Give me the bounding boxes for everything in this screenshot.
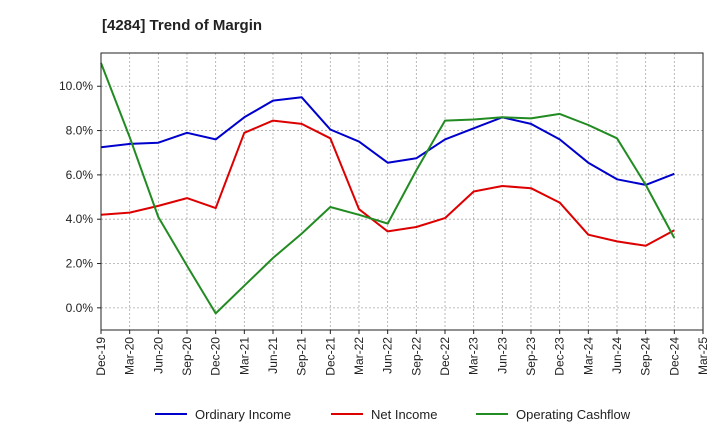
x-tick-label: Mar-21 (237, 337, 251, 375)
x-tick-label: Mar-24 (581, 337, 595, 375)
y-tick-label: 0.0% (66, 301, 94, 315)
x-tick-label: Dec-21 (323, 337, 337, 376)
x-tick-label: Jun-24 (610, 337, 624, 374)
x-tick-label: Jun-21 (266, 337, 280, 374)
legend-label-operating-cashflow: Operating Cashflow (516, 407, 631, 422)
legend: Ordinary Income Net Income Operating Cashf… (155, 407, 631, 422)
y-tick-label: 8.0% (66, 124, 94, 138)
x-tick-label: Mar-20 (123, 337, 137, 375)
y-tick-label: 10.0% (59, 79, 93, 93)
chart-title: [4284] Trend of Margin (102, 17, 262, 34)
y-tick-label: 4.0% (66, 212, 94, 226)
series-line-operating-cashflow (100, 62, 676, 315)
x-tick-label: Sep-22 (409, 337, 423, 376)
grid (100, 53, 704, 330)
x-axis: Dec-19 Mar-20 Jun-20 Sep-20 Dec-20 Mar-21 Jun-… (94, 330, 710, 376)
x-tick-label: Dec-22 (438, 337, 452, 376)
y-tick-label: 2.0% (66, 257, 94, 271)
x-tick-label: Mar-25 (696, 337, 710, 375)
x-tick-label: Jun-22 (381, 337, 395, 374)
x-tick-label: Jun-23 (495, 337, 509, 374)
x-tick-label: Dec-20 (209, 337, 223, 376)
series-lines (100, 62, 676, 315)
x-tick-label: Dec-23 (553, 337, 567, 376)
series-line-ordinary-income (100, 96, 675, 186)
x-tick-label: Mar-23 (467, 337, 481, 375)
x-tick-label: Sep-24 (639, 337, 653, 376)
legend-label-net-income: Net Income (371, 407, 437, 422)
x-tick-label: Jun-20 (151, 337, 165, 374)
x-tick-label: Mar-22 (352, 337, 366, 375)
x-tick-label: Dec-24 (667, 337, 681, 376)
legend-label-ordinary-income: Ordinary Income (195, 407, 291, 422)
y-axis: 0.0% 2.0% 4.0% 6.0% 8.0% 10.0% (59, 79, 101, 315)
x-tick-label: Sep-23 (524, 337, 538, 376)
series-line-net-income (100, 119, 675, 247)
x-tick-label: Dec-19 (94, 337, 108, 376)
y-tick-label: 6.0% (66, 168, 94, 182)
plot-frame (100, 52, 704, 331)
x-tick-label: Sep-21 (295, 337, 309, 376)
x-tick-label: Sep-20 (180, 337, 194, 376)
